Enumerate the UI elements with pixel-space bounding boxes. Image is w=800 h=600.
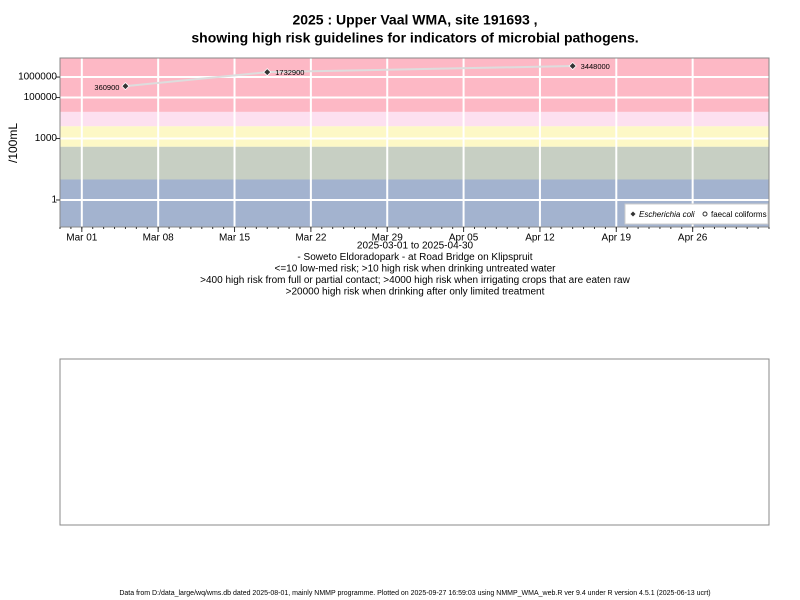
note: >400 high risk from full or partial cont… [200,275,630,286]
x-tick-label: Apr 05 [449,233,479,244]
data-label: 3448000 [581,62,610,71]
y-tick-label: 100000 [24,92,58,103]
data-label: 1732900 [275,68,304,77]
risk-band [60,111,769,127]
y-tick-label: 1000000 [18,72,57,83]
data-point [568,61,577,71]
legend-label: Escherichia coli [639,210,695,219]
y-axis-label: /100mL [6,123,20,163]
data-point [121,82,130,91]
x-tick-label: Apr 26 [678,233,708,244]
x-tick-label: Mar 01 [66,233,98,244]
bands [60,58,769,227]
x-tick-label: Mar 08 [143,233,175,244]
legend-label: faecal coliforms [711,210,767,219]
legend-box [624,203,769,225]
chart-title: 2025 : Upper Vaal WMA, site 191693 , [292,12,537,28]
data-label: 360900 [94,83,119,92]
note: 2025-03-01 to 2025-04-30 [357,241,474,252]
note: - Soweto Eldoradopark - at Road Bridge o… [297,252,532,263]
y-tick-label: 1000 [35,133,58,144]
data-point [263,68,272,77]
footer: Data from D:/data_large/wq/wms.db dated … [119,590,710,597]
risk-band [60,146,769,180]
x-tick-label: Apr 12 [525,233,555,244]
empty-panel [59,358,770,526]
plot-frame [59,57,770,228]
risk-band [60,126,769,147]
x-tick-label: Mar 15 [219,233,251,244]
chart-title: showing high risk guidelines for indicat… [191,30,638,46]
legend-marker [702,211,708,217]
y-tick-label: 1 [51,195,57,206]
legend-marker [630,211,636,217]
note: >20000 high risk when drinking after onl… [286,287,545,298]
x-tick-label: Apr 19 [602,233,632,244]
x-tick-label: Mar 29 [372,233,404,244]
risk-band [60,58,769,112]
note: <=10 low-med risk; >10 high risk when dr… [275,264,557,275]
x-tick-label: Mar 22 [295,233,327,244]
grid [60,58,769,227]
